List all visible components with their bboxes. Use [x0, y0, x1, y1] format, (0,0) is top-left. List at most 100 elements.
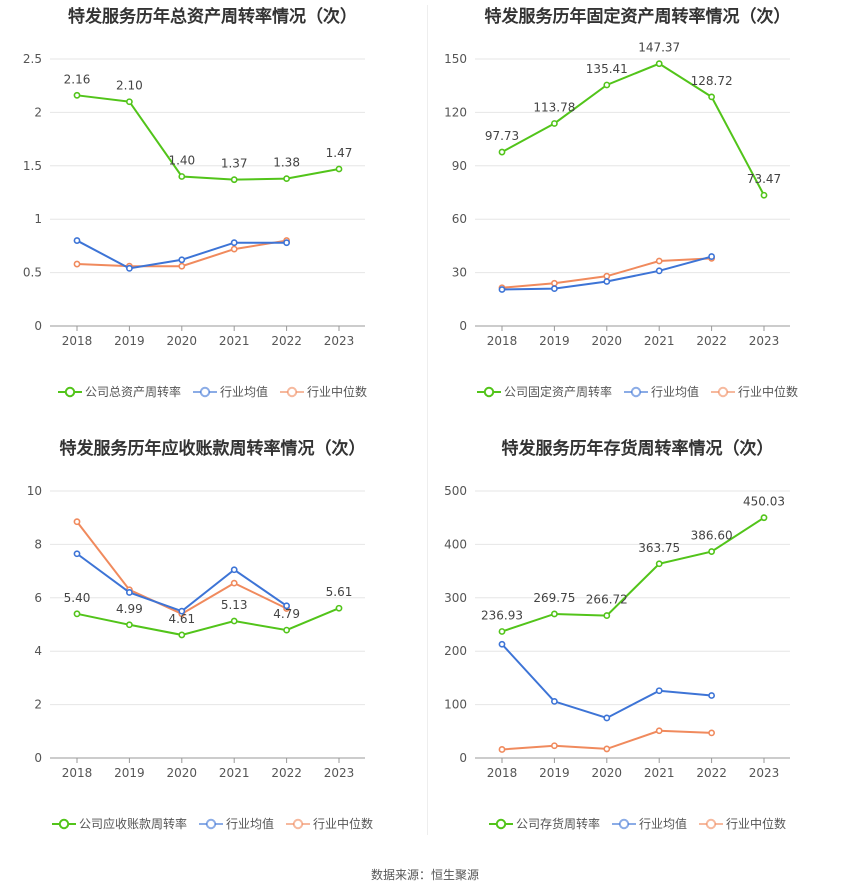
data-point-company — [178, 631, 186, 639]
legend-item-company[interactable]: 公司应收账款周转率 — [51, 815, 187, 832]
data-point-median — [708, 729, 715, 737]
data-label: 1.40 — [168, 153, 195, 167]
data-point-company — [125, 98, 133, 106]
legend-item-avg[interactable]: 行业均值 — [623, 383, 699, 400]
legend-item-median[interactable]: 行业中位数 — [711, 383, 798, 400]
data-point-company — [73, 91, 81, 99]
data-point-avg — [283, 602, 290, 610]
x-tick-label: 2021 — [644, 766, 675, 780]
legend: 公司存货周转率 行业均值 行业中位数 — [425, 815, 850, 832]
data-point-avg — [655, 267, 663, 275]
data-label: 73.47 — [747, 172, 781, 186]
y-tick-label: 2.5 — [23, 52, 42, 66]
data-point-median — [73, 260, 81, 268]
data-label: 128.72 — [691, 74, 733, 88]
x-tick-label: 2023 — [324, 334, 355, 348]
legend-item-company[interactable]: 公司存货周转率 — [488, 815, 600, 832]
y-tick-label: 1.5 — [23, 159, 42, 173]
chart-title: 特发服务历年应收账款周转率情况（次） — [59, 439, 366, 459]
data-point-avg — [125, 264, 133, 272]
data-point-median — [603, 745, 611, 753]
data-point-company — [335, 604, 343, 612]
x-tick-label: 2020 — [592, 334, 623, 348]
legend-label: 行业均值 — [225, 817, 274, 831]
data-point-company — [655, 560, 663, 568]
data-point-company — [603, 612, 611, 619]
data-point-avg — [708, 253, 715, 260]
data-point-median — [73, 518, 81, 526]
legend-marker-icon — [198, 818, 223, 829]
data-label: 236.93 — [481, 608, 523, 622]
legend-marker-icon — [699, 818, 723, 829]
data-point-avg — [655, 687, 663, 695]
legend-marker-icon — [192, 386, 217, 397]
legend-item-avg[interactable]: 行业均值 — [198, 815, 274, 832]
data-label: 1.37 — [221, 157, 248, 171]
legend-item-company[interactable]: 公司固定资产周转率 — [476, 383, 612, 400]
x-tick-label: 2018 — [62, 766, 93, 780]
panel-divider — [427, 5, 428, 835]
x-tick-label: 2023 — [749, 334, 780, 348]
data-point-median — [655, 727, 663, 735]
x-tick-label: 2018 — [487, 334, 518, 348]
data-label: 4.99 — [116, 602, 143, 616]
x-tick-label: 2021 — [219, 334, 250, 348]
legend-label: 行业中位数 — [313, 817, 374, 831]
y-tick-label: 30 — [452, 266, 467, 280]
data-point-median — [603, 272, 611, 280]
data-source: 数据来源：恒生聚源 — [370, 868, 479, 882]
series-line-company — [76, 607, 340, 636]
data-point-avg — [230, 239, 238, 247]
data-point-median — [498, 746, 506, 753]
data-point-avg — [550, 697, 558, 705]
data-point-avg — [708, 692, 715, 699]
data-point-avg — [603, 278, 611, 285]
y-tick-label: 150 — [444, 52, 467, 66]
x-tick-label: 2018 — [487, 766, 518, 780]
data-point-avg — [550, 285, 558, 293]
x-tick-label: 2022 — [696, 766, 727, 780]
legend-marker-icon — [488, 818, 513, 829]
y-tick-label: 60 — [452, 212, 467, 226]
legend-item-avg[interactable]: 行业均值 — [611, 815, 687, 832]
data-point-median — [550, 279, 558, 287]
data-point-median — [550, 742, 558, 750]
data-point-avg — [73, 237, 81, 244]
data-label: 2.10 — [116, 79, 143, 93]
legend-marker-icon — [51, 818, 76, 829]
legend-label: 行业中位数 — [307, 385, 368, 399]
x-tick-label: 2022 — [271, 334, 302, 348]
data-label: 450.03 — [743, 495, 785, 509]
data-label: 4.61 — [168, 612, 195, 626]
x-tick-label: 2019 — [114, 766, 145, 780]
legend-item-median[interactable]: 行业中位数 — [280, 383, 367, 400]
legend-item-median[interactable]: 行业中位数 — [699, 815, 786, 832]
legend-label: 公司总资产周转率 — [84, 385, 181, 399]
data-label: 2.16 — [64, 72, 91, 86]
legend-item-median[interactable]: 行业中位数 — [286, 815, 373, 832]
data-label: 5.13 — [221, 598, 248, 612]
chart-inventory-turnover: 特发服务历年存货周转率情况（次） 0 100 200 300 400 500 2018 201… — [425, 432, 850, 862]
data-point-company — [283, 175, 290, 183]
legend-item-company[interactable]: 公司总资产周转率 — [57, 383, 181, 400]
y-tick-label: 0 — [459, 751, 467, 765]
y-tick-label: 500 — [444, 484, 467, 498]
x-tick-label: 2020 — [592, 766, 623, 780]
series-line-company — [501, 62, 765, 196]
y-tick-label: 0 — [34, 319, 42, 333]
y-tick-label: 2 — [34, 698, 42, 712]
y-tick-label: 4 — [34, 644, 42, 658]
x-tick-label: 2019 — [114, 334, 145, 348]
data-label: 113.78 — [533, 100, 575, 114]
x-tick-label: 2018 — [62, 334, 93, 348]
plot-area: 0 0.5 1 1.5 2 2.5 2018 2019 2020 2021 2022 2023 2.16… — [23, 52, 365, 348]
y-tick-label: 1 — [34, 212, 42, 226]
data-point-avg — [178, 256, 186, 264]
legend-item-avg[interactable]: 行业均值 — [192, 383, 268, 400]
data-label: 135.41 — [586, 62, 628, 76]
x-tick-label: 2022 — [696, 334, 727, 348]
data-point-company — [498, 628, 506, 635]
data-point-median — [655, 257, 663, 265]
data-point-company — [230, 617, 238, 625]
legend-marker-icon — [711, 386, 735, 397]
